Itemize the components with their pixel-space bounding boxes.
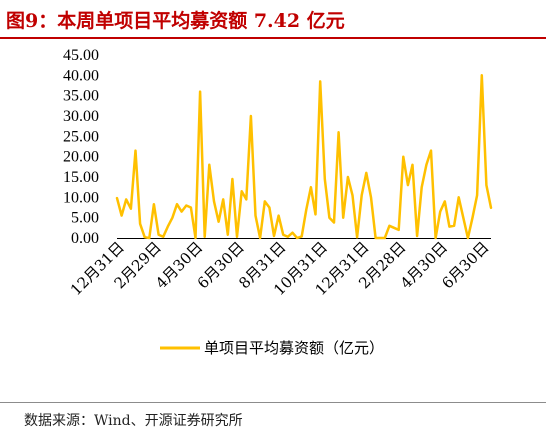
title-underline [0, 37, 546, 39]
y-tick-label: 45.00 [63, 47, 99, 64]
y-tick-label: 40.00 [63, 67, 99, 84]
source-divider [0, 402, 546, 403]
legend: 单项目平均募资额（亿元） [160, 339, 384, 357]
x-tick-label: 6月30日 [438, 238, 492, 292]
y-tick-label: 10.00 [63, 189, 99, 206]
y-tick-label: 25.00 [63, 128, 99, 145]
y-tick-label: 30.00 [63, 108, 99, 125]
y-axis: 0.00 5.00 10.00 15.00 20.00 25.00 30.00 35.00 40… [63, 47, 99, 247]
x-axis: 12月31日2月29日4月30日6月30日8月31日10月31日12月31日2月… [67, 238, 493, 299]
y-tick-label: 35.00 [63, 88, 99, 105]
x-tick-label: 12月31日 [67, 238, 128, 299]
data-source: 数据来源：Wind、开源证券研究所 [24, 413, 243, 429]
series-layer [115, 74, 493, 240]
y-tick-label: 15.00 [63, 169, 99, 186]
y-tick-label: 20.00 [63, 149, 99, 166]
chart-title: 图9：本周单项目平均募资额 7.42 亿元 [6, 10, 345, 32]
series-line [115, 74, 493, 240]
line-chart: 0.00 5.00 10.00 15.00 20.00 25.00 30.00 35.00 40… [63, 47, 493, 357]
y-tick-label: 0.00 [71, 230, 99, 247]
y-tick-label: 5.00 [71, 210, 99, 227]
legend-label: 单项目平均募资额（亿元） [204, 339, 384, 357]
